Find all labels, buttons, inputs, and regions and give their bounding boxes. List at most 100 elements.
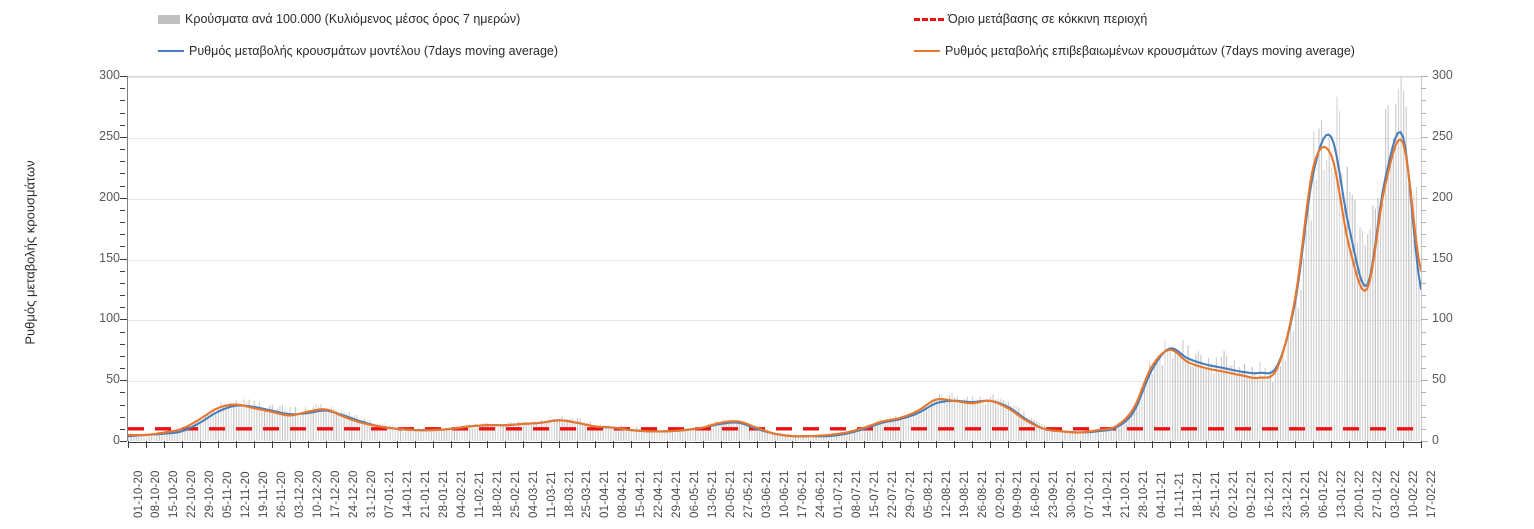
- bar: [1385, 109, 1387, 441]
- bar: [248, 399, 250, 441]
- bar: [1415, 186, 1418, 441]
- y-axis-tick: [120, 441, 127, 442]
- x-axis-tick-label: 31-12-20: [365, 470, 378, 518]
- bar: [387, 427, 389, 441]
- x-axis-ticks: [128, 441, 1422, 449]
- x-axis-tick-label: 19-08-21: [958, 470, 971, 518]
- x-axis-tick-label: 19-11-20: [258, 471, 271, 518]
- bar: [594, 427, 597, 441]
- x-axis-tick-label: 29-04-21: [671, 470, 684, 518]
- bar: [317, 405, 319, 441]
- y-axis-tick: [1421, 100, 1426, 102]
- bar: [836, 436, 838, 441]
- bar: [1333, 171, 1335, 441]
- bar: [148, 436, 150, 441]
- bar: [1369, 228, 1371, 441]
- x-axis-tick-label: 25-02-21: [509, 470, 522, 518]
- x-axis-tick: [271, 441, 273, 448]
- bar: [1133, 408, 1135, 441]
- x-axis-tick-label: 20-05-21: [725, 470, 738, 518]
- x-axis-tick-label: 03-06-21: [761, 470, 774, 518]
- bar: [828, 436, 830, 441]
- bar: [1036, 421, 1038, 441]
- x-axis-tick: [756, 441, 758, 448]
- bar: [1049, 427, 1051, 441]
- bar: [689, 428, 691, 441]
- bar: [320, 403, 322, 441]
- bar: [271, 404, 273, 441]
- y-axis-right-tick-label: 300: [1432, 68, 1453, 82]
- bar: [715, 421, 717, 441]
- bar: [335, 410, 337, 441]
- bar: [861, 427, 863, 441]
- bar: [1356, 242, 1359, 441]
- bar: [151, 434, 153, 441]
- x-axis-tick-label: 04-02-21: [455, 470, 468, 518]
- bar: [256, 408, 258, 441]
- bar: [902, 420, 904, 441]
- bar: [1372, 205, 1374, 441]
- bar: [1215, 357, 1217, 441]
- bar: [884, 423, 886, 441]
- bar: [1308, 187, 1310, 441]
- bar: [1377, 197, 1379, 441]
- y-axis-tick: [1421, 295, 1426, 296]
- legend-item-cases-bars[interactable]: Κρούσματα ανά 100.000 (Κυλιόμενος μέσος …: [158, 12, 520, 26]
- bar: [620, 425, 622, 441]
- bar: [1328, 136, 1330, 441]
- y-axis-tick: [120, 428, 125, 430]
- x-axis-tick: [900, 441, 902, 448]
- legend-item-model-line[interactable]: Ρυθμός μεταβολής κρουσμάτων μοντέλου (7d…: [158, 44, 558, 58]
- legend-item-confirmed-line[interactable]: Ρυθμός μεταβολής επιβεβαιωμένων κρουσμάτ…: [914, 44, 1355, 58]
- bar: [1351, 194, 1353, 441]
- bar: [756, 426, 758, 441]
- bar: [381, 423, 384, 441]
- bar: [1218, 372, 1220, 441]
- bar: [379, 423, 381, 441]
- bar: [671, 429, 674, 441]
- bar: [274, 410, 276, 441]
- y-axis-tick: [120, 270, 125, 272]
- y-axis-tick: [120, 246, 125, 248]
- x-axis-tick: [810, 441, 812, 448]
- bar: [720, 423, 722, 441]
- bar: [1208, 358, 1210, 441]
- bar: [795, 435, 797, 441]
- bar: [333, 408, 335, 441]
- bar: [818, 436, 820, 441]
- blue-line-swatch-icon: [158, 50, 184, 52]
- bar: [774, 432, 776, 441]
- bar: [1172, 358, 1174, 441]
- bar: [892, 420, 894, 441]
- bar: [784, 434, 786, 441]
- bar: [397, 428, 399, 441]
- bar: [1177, 356, 1179, 441]
- y-axis-tick: [120, 209, 125, 211]
- x-axis-tick: [487, 441, 489, 448]
- bar: [376, 423, 378, 441]
- x-axis-tick-label: 30-09-21: [1066, 470, 1079, 518]
- bar: [307, 409, 309, 441]
- bar: [364, 418, 366, 441]
- x-axis-tick-label: 23-12-21: [1281, 470, 1294, 518]
- x-axis-tick-label: 07-01-21: [383, 470, 396, 518]
- x-axis-tick: [217, 441, 219, 448]
- bar: [1241, 370, 1243, 441]
- x-axis-tick: [702, 441, 704, 448]
- x-axis-tick-label: 18-03-21: [563, 470, 576, 518]
- y-axis-left-tick-label: 150: [99, 250, 120, 265]
- bar: [923, 409, 925, 441]
- bar-series: [128, 76, 1420, 441]
- bar: [769, 432, 771, 441]
- x-axis-tick-label: 02-12-21: [1227, 470, 1240, 518]
- chart-series-layer: [128, 76, 1421, 441]
- bar: [797, 436, 799, 441]
- bar: [458, 427, 461, 441]
- x-axis-tick: [936, 441, 938, 448]
- bar: [548, 418, 550, 441]
- bar: [592, 426, 594, 441]
- y-axis-tick: [120, 416, 125, 418]
- bar: [623, 428, 625, 441]
- bar: [133, 436, 135, 441]
- legend-item-threshold[interactable]: Όριο μετάβασης σε κόκκινη περιοχή: [914, 12, 1147, 26]
